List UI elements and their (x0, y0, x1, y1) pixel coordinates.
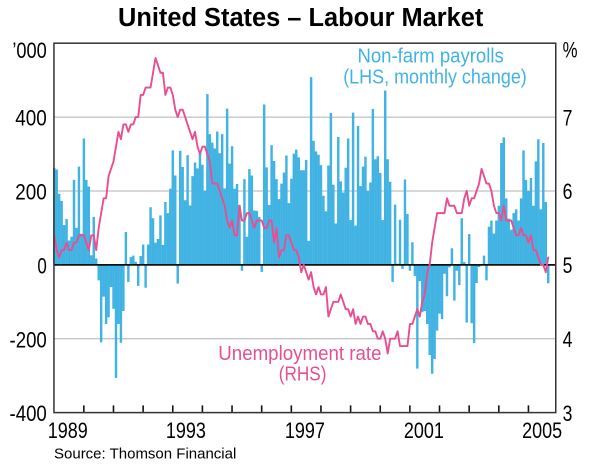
svg-text:200: 200 (15, 179, 47, 204)
svg-text:6: 6 (563, 179, 573, 204)
svg-text:7: 7 (563, 105, 573, 130)
svg-text:’000: ’000 (12, 38, 46, 63)
svg-text:3: 3 (563, 401, 573, 426)
svg-text:2001: 2001 (404, 418, 444, 443)
svg-text:4: 4 (563, 327, 573, 352)
svg-text:(LHS, monthly change): (LHS, monthly change) (343, 67, 527, 89)
svg-text:-200: -200 (10, 327, 47, 352)
svg-text:%: % (563, 38, 578, 63)
svg-text:United States – Labour Market: United States – Labour Market (118, 4, 484, 32)
svg-text:Non-farm payrolls: Non-farm payrolls (357, 45, 503, 67)
svg-text:-400: -400 (10, 401, 47, 426)
svg-text:5: 5 (563, 253, 573, 278)
svg-text:(RHS): (RHS) (279, 363, 327, 385)
svg-text:1997: 1997 (285, 418, 325, 443)
svg-text:2005: 2005 (522, 418, 562, 443)
svg-text:0: 0 (37, 254, 46, 279)
svg-text:400: 400 (15, 105, 47, 130)
svg-text:Source: Thomson Financial: Source: Thomson Financial (54, 445, 236, 462)
svg-text:1993: 1993 (166, 418, 206, 443)
svg-text:1989: 1989 (48, 418, 88, 443)
svg-text:Unemployment rate: Unemployment rate (218, 343, 381, 365)
